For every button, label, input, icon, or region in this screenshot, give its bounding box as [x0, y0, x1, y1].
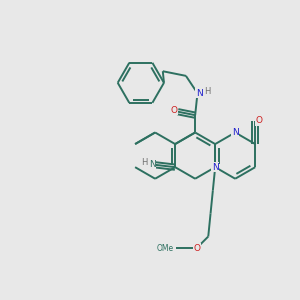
- Text: N: N: [212, 163, 219, 172]
- Text: H: H: [141, 158, 147, 167]
- Text: O: O: [255, 116, 262, 125]
- Text: OMe: OMe: [157, 244, 174, 253]
- Text: O: O: [193, 244, 200, 253]
- Text: N: N: [149, 160, 156, 169]
- Text: O: O: [170, 106, 177, 115]
- Text: N: N: [232, 128, 238, 137]
- Text: H: H: [204, 87, 211, 96]
- Text: N: N: [196, 89, 202, 98]
